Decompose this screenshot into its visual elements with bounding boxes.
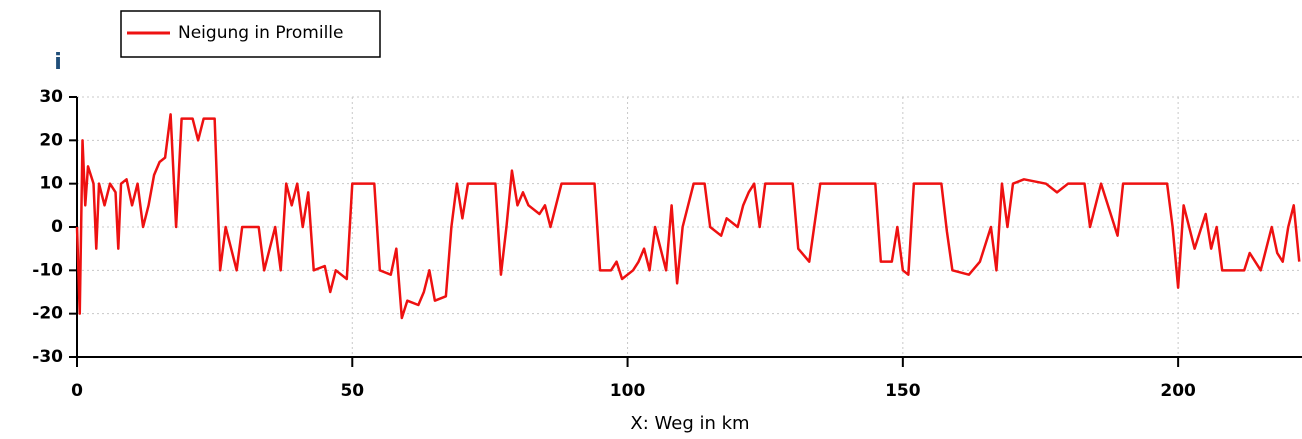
x-tick-label: 0 — [71, 381, 83, 401]
x-axis-label: X: Weg in km — [630, 413, 749, 434]
y-tick-label: 20 — [39, 130, 63, 150]
data-line — [75, 113, 1301, 320]
x-tick-label: 100 — [610, 381, 646, 401]
y-axis-label: i — [54, 50, 62, 75]
x-tick-label: 50 — [340, 381, 364, 401]
y-tick-label: -30 — [32, 347, 63, 367]
legend-label: Neigung in Promille — [178, 23, 344, 43]
x-tick-label: 150 — [885, 381, 921, 401]
y-tick-label: 10 — [39, 174, 63, 194]
y-tick-label: 0 — [51, 217, 63, 237]
x-tick-label: 200 — [1160, 381, 1196, 401]
y-tick-label: -20 — [32, 304, 63, 324]
y-tick-label: -10 — [32, 260, 63, 280]
y-tick-label: 30 — [39, 87, 63, 107]
